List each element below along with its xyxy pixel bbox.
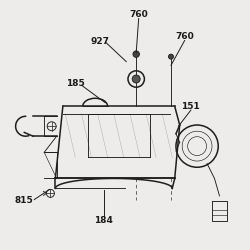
Text: 760: 760 [129,10,148,19]
Text: 185: 185 [66,80,85,88]
Text: 815: 815 [15,196,34,205]
Text: 927: 927 [91,37,110,46]
Text: 760: 760 [175,32,194,41]
Circle shape [168,54,173,59]
Text: 184: 184 [94,216,113,225]
Circle shape [133,51,140,58]
Text: 151: 151 [182,102,200,111]
Circle shape [132,75,140,83]
